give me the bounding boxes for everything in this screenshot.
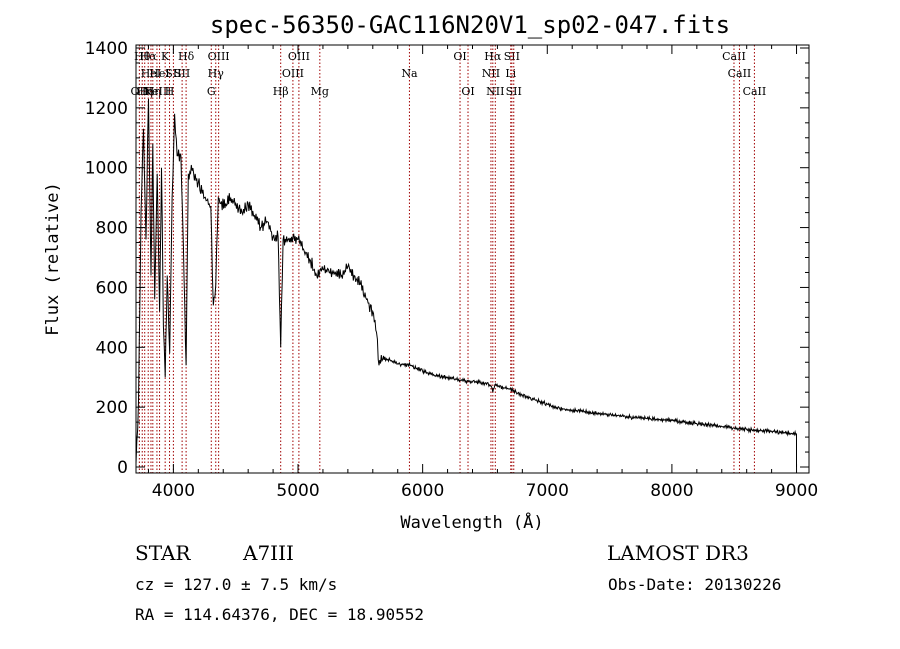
spectrum-series bbox=[135, 98, 797, 467]
line-marker-label: G bbox=[207, 85, 216, 98]
spectral-line-markers: OIIHθHηHαHeIHηNeIIIHeIKHSIIHδSIIGHγOIIIH… bbox=[131, 45, 767, 473]
x-tick-label: 4000 bbox=[152, 481, 195, 501]
x-tick-label: 6000 bbox=[401, 481, 444, 501]
y-tick-label: 400 bbox=[96, 338, 128, 358]
line-marker-label: OIII bbox=[282, 67, 304, 80]
line-marker-label: CaII bbox=[728, 67, 752, 80]
line-marker-label: Hδ bbox=[178, 50, 195, 63]
object-class: STAR bbox=[135, 541, 191, 565]
spectrum-info: STAR A7III LAMOST DR3 cz = 127.0 ± 7.5 k… bbox=[135, 541, 781, 624]
y-tick-label: 800 bbox=[96, 219, 128, 239]
line-marker-label: Li bbox=[505, 67, 516, 80]
line-marker-label: Hη bbox=[137, 85, 153, 98]
x-axis-label: Wavelength (Å) bbox=[400, 511, 543, 533]
x-tick-label: 8000 bbox=[650, 481, 693, 501]
line-marker-label: NII bbox=[482, 67, 500, 80]
y-tick-label: 0 bbox=[117, 458, 128, 478]
line-marker-label: CaII bbox=[743, 85, 767, 98]
y-axis-label: Flux (relative) bbox=[43, 182, 63, 336]
y-tick-label: 200 bbox=[96, 398, 128, 418]
line-marker-label: SII bbox=[506, 85, 522, 98]
line-marker-label: SII bbox=[504, 50, 520, 63]
redshift-velocity: cz = 127.0 ± 7.5 km/s bbox=[135, 575, 337, 594]
line-marker-label: Hβ bbox=[273, 85, 289, 98]
line-marker-label: OI bbox=[461, 85, 474, 98]
line-marker-label: NeIII bbox=[142, 85, 171, 98]
chart-title: spec-56350-GAC116N20V1_sp02-047.fits bbox=[210, 11, 730, 39]
line-marker-label: Hα bbox=[140, 50, 158, 63]
y-axis-ticks: 0 200 400 600 800 1000 1200 1400 bbox=[85, 39, 809, 478]
y-tick-label: 600 bbox=[96, 278, 128, 298]
line-marker-label: HeI bbox=[141, 67, 161, 80]
line-marker-label: OI bbox=[453, 50, 466, 63]
survey-name: LAMOST DR3 bbox=[607, 541, 749, 565]
plot-frame bbox=[135, 44, 810, 474]
line-marker-label: OIII bbox=[208, 50, 230, 63]
y-tick-label: 1200 bbox=[85, 99, 128, 119]
observation-date: Obs-Date: 20130226 bbox=[608, 575, 781, 594]
x-axis-ticks: 4000 5000 6000 7000 8000 9000 bbox=[147, 45, 818, 501]
line-marker-label: Na bbox=[401, 67, 418, 80]
line-marker-label: Hα bbox=[484, 50, 502, 63]
line-marker-label: SII bbox=[165, 67, 181, 80]
line-marker-label: Mg bbox=[311, 85, 329, 98]
x-tick-label: 7000 bbox=[526, 481, 569, 501]
spectrum-line-0 bbox=[135, 98, 797, 467]
spectral-subclass: A7III bbox=[242, 541, 294, 565]
x-tick-label: 5000 bbox=[276, 481, 319, 501]
sky-coordinates: RA = 114.64376, DEC = 18.90552 bbox=[135, 605, 424, 624]
line-marker-label: SII bbox=[174, 67, 190, 80]
line-marker-label: Hγ bbox=[208, 67, 225, 80]
y-tick-label: 1400 bbox=[85, 39, 128, 59]
line-marker-label: NII bbox=[486, 85, 504, 98]
x-tick-label: 9000 bbox=[775, 481, 818, 501]
y-tick-label: 1000 bbox=[85, 159, 128, 179]
line-marker-label: OII bbox=[131, 85, 149, 98]
line-marker-label: Hθ bbox=[134, 50, 151, 63]
line-marker-label: CaII bbox=[722, 50, 746, 63]
line-marker-label: OIII bbox=[288, 50, 310, 63]
line-marker-label: K bbox=[161, 50, 170, 63]
line-marker-label: H bbox=[165, 85, 175, 98]
